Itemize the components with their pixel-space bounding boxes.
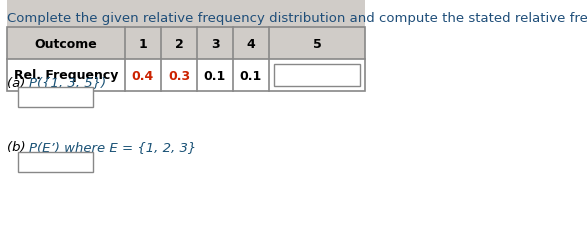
Text: (a): (a) [7, 76, 34, 89]
Text: 3: 3 [211, 37, 220, 50]
Text: P({1, 3, 5}): P({1, 3, 5}) [29, 76, 106, 89]
Text: Complete the given relative frequency distribution and compute the stated relati: Complete the given relative frequency di… [7, 12, 587, 25]
Text: 5: 5 [313, 37, 321, 50]
Bar [18, 88, 93, 108]
Text: P(E’) where E = {1, 2, 3}: P(E’) where E = {1, 2, 3} [29, 141, 196, 154]
Bar [18, 152, 93, 172]
Text: 1: 1 [139, 37, 147, 50]
Text: 0.1: 0.1 [240, 69, 262, 82]
Text: 0.1: 0.1 [204, 69, 226, 82]
Text: 2: 2 [174, 37, 183, 50]
Text: 0.3: 0.3 [168, 69, 190, 82]
Bar [274, 65, 360, 87]
Text: (b): (b) [7, 141, 34, 154]
Bar [7, 0, 365, 60]
Text: Rel. Frequency: Rel. Frequency [14, 69, 118, 82]
Text: 4: 4 [247, 37, 255, 50]
Text: 0.4: 0.4 [132, 69, 154, 82]
Bar [7, 60, 365, 92]
Bar [7, 28, 365, 92]
Text: Outcome: Outcome [35, 37, 97, 50]
